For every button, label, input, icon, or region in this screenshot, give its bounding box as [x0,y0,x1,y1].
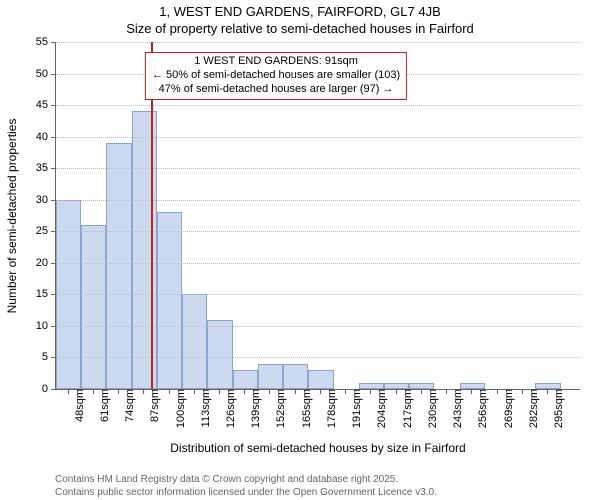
y-tick-label: 45 [36,99,56,111]
y-gridline [56,42,580,43]
x-tick-mark [497,389,498,394]
y-tick-label: 10 [36,320,56,332]
x-axis-label: Distribution of semi-detached houses by … [170,441,465,455]
x-tick-mark [118,389,119,394]
y-tick-label: 15 [36,288,56,300]
histogram-bar [132,111,157,389]
x-tick-label: 217sqm [400,389,414,428]
x-tick-mark [295,389,296,394]
y-tick-label: 0 [42,383,56,395]
x-tick-label: 191sqm [349,389,363,428]
y-tick-label: 35 [36,162,56,174]
x-tick-mark [194,389,195,394]
histogram-bar [308,370,333,389]
y-tick-label: 55 [36,36,56,48]
x-tick-mark [547,389,548,394]
y-gridline [56,137,580,138]
x-tick-label: 230sqm [425,389,439,428]
y-gridline [56,326,580,327]
histogram-chart: 1, WEST END GARDENS, FAIRFORD, GL7 4JB S… [0,0,600,500]
footer-attribution: Contains HM Land Registry data © Crown c… [55,473,437,499]
histogram-bar [207,320,232,389]
x-tick-label: 269sqm [501,389,515,428]
y-gridline [56,231,580,232]
footer-line-2: Contains public sector information licen… [55,486,437,499]
histogram-bar [157,212,182,389]
x-tick-label: 204sqm [374,389,388,428]
x-tick-label: 256sqm [475,389,489,428]
x-tick-label: 126sqm [223,389,237,428]
x-tick-label: 113sqm [198,389,212,427]
annotation-line: ← 50% of semi-detached houses are smalle… [152,69,400,83]
y-tick-label: 25 [36,225,56,237]
x-tick-mark [169,389,170,394]
annotation-line: 47% of semi-detached houses are larger (… [152,83,400,97]
y-tick-label: 40 [36,131,56,143]
x-tick-mark [219,389,220,394]
y-tick-label: 50 [36,68,56,80]
y-gridline [56,168,580,169]
chart-titles: 1, WEST END GARDENS, FAIRFORD, GL7 4JB S… [0,0,600,36]
annotation-box: 1 WEST END GARDENS: 91sqm← 50% of semi-d… [145,52,407,99]
x-tick-mark [471,389,472,394]
histogram-bar [182,294,207,389]
histogram-bar [106,143,131,389]
histogram-bar [233,370,258,389]
plot-area: Distribution of semi-detached houses by … [55,42,580,390]
x-tick-label: 152sqm [273,389,287,428]
chart-title-address: 1, WEST END GARDENS, FAIRFORD, GL7 4JB [0,4,600,19]
annotation-line: 1 WEST END GARDENS: 91sqm [152,55,400,69]
histogram-bar [283,364,308,389]
x-tick-mark [244,389,245,394]
x-tick-label: 295sqm [551,389,565,428]
x-tick-label: 243sqm [450,389,464,428]
x-tick-mark [68,389,69,394]
x-tick-mark [522,389,523,394]
x-tick-label: 178sqm [324,389,338,428]
y-gridline [56,357,580,358]
x-tick-mark [143,389,144,394]
histogram-bar [258,364,283,389]
y-gridline [56,294,580,295]
x-tick-mark [345,389,346,394]
footer-line-1: Contains HM Land Registry data © Crown c… [55,473,437,486]
chart-title-sub: Size of property relative to semi-detach… [0,21,600,36]
x-tick-label: 61sqm [97,389,111,422]
y-tick-label: 30 [36,194,56,206]
y-tick-label: 20 [36,257,56,269]
x-tick-mark [446,389,447,394]
x-tick-label: 48sqm [72,389,86,422]
x-tick-label: 100sqm [173,389,187,428]
y-gridline [56,105,580,106]
y-tick-label: 5 [42,351,56,363]
x-tick-mark [320,389,321,394]
x-tick-label: 282sqm [526,389,540,428]
x-tick-mark [269,389,270,394]
x-tick-label: 74sqm [122,389,136,422]
x-tick-label: 165sqm [299,389,313,428]
x-tick-mark [396,389,397,394]
x-tick-mark [421,389,422,394]
y-gridline [56,200,580,201]
y-axis-label: Number of semi-detached properties [5,119,19,314]
x-tick-mark [93,389,94,394]
histogram-bar [81,225,106,389]
x-tick-label: 139sqm [248,389,262,428]
y-gridline [56,263,580,264]
x-tick-label: 87sqm [147,389,161,422]
x-tick-mark [370,389,371,394]
